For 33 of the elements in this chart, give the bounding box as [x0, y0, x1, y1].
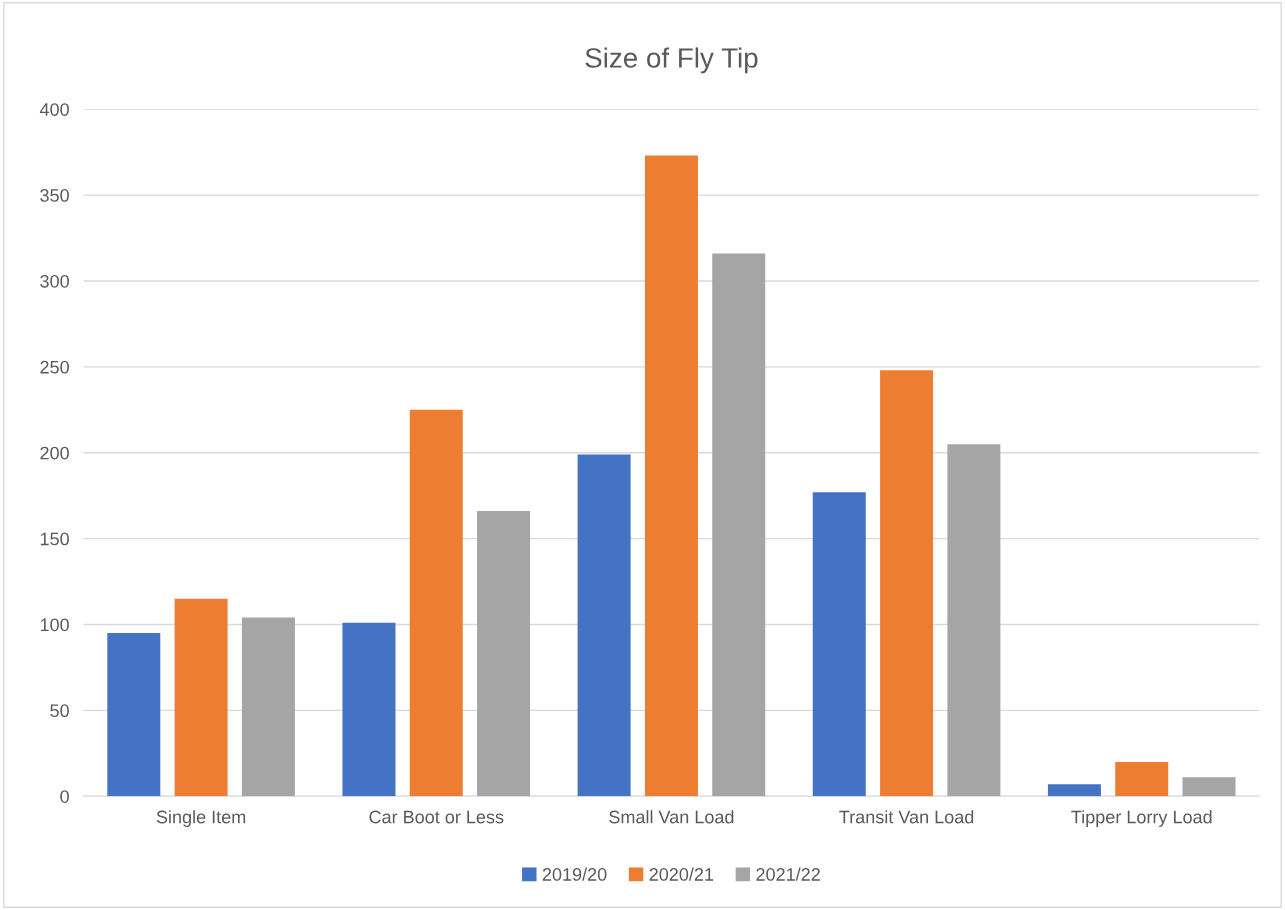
bar	[1182, 777, 1236, 797]
x-tick-label: Transit Van Load	[839, 810, 974, 824]
y-tick-label: 350	[40, 189, 69, 202]
bar	[107, 633, 161, 797]
bar	[880, 370, 934, 797]
y-tick-label: 0	[60, 790, 69, 803]
y-tick-label: 250	[40, 360, 69, 374]
y-tick-label: 400	[39, 103, 69, 116]
bar	[241, 617, 295, 797]
bar	[712, 253, 766, 797]
y-tick-label: 100	[40, 618, 69, 632]
bar	[174, 598, 228, 797]
x-tick-label: Car Boot or Less	[369, 810, 504, 824]
x-tick-label: Small Van Load	[609, 810, 734, 824]
legend-label: 2021/22	[756, 867, 820, 881]
bar	[409, 409, 463, 797]
x-tick-label: Single Item	[156, 810, 246, 827]
y-tick-label: 200	[40, 446, 69, 460]
bar	[342, 622, 396, 797]
y-tick-label: 150	[40, 532, 69, 546]
legend-label: 2019/20	[542, 867, 607, 881]
bar	[1047, 784, 1101, 797]
legend-label: 2020/21	[649, 867, 714, 881]
bar	[577, 454, 631, 797]
chart-title: Size of Fly Tip	[585, 47, 758, 74]
y-tick-label: 300	[40, 274, 69, 288]
x-tick-label: Tipper Lorry Load	[1071, 810, 1212, 827]
bar	[812, 492, 866, 797]
bar	[947, 444, 1001, 797]
bar	[644, 155, 698, 797]
bar	[477, 511, 531, 797]
bar	[1115, 761, 1169, 797]
y-tick-label: 50	[50, 704, 69, 718]
